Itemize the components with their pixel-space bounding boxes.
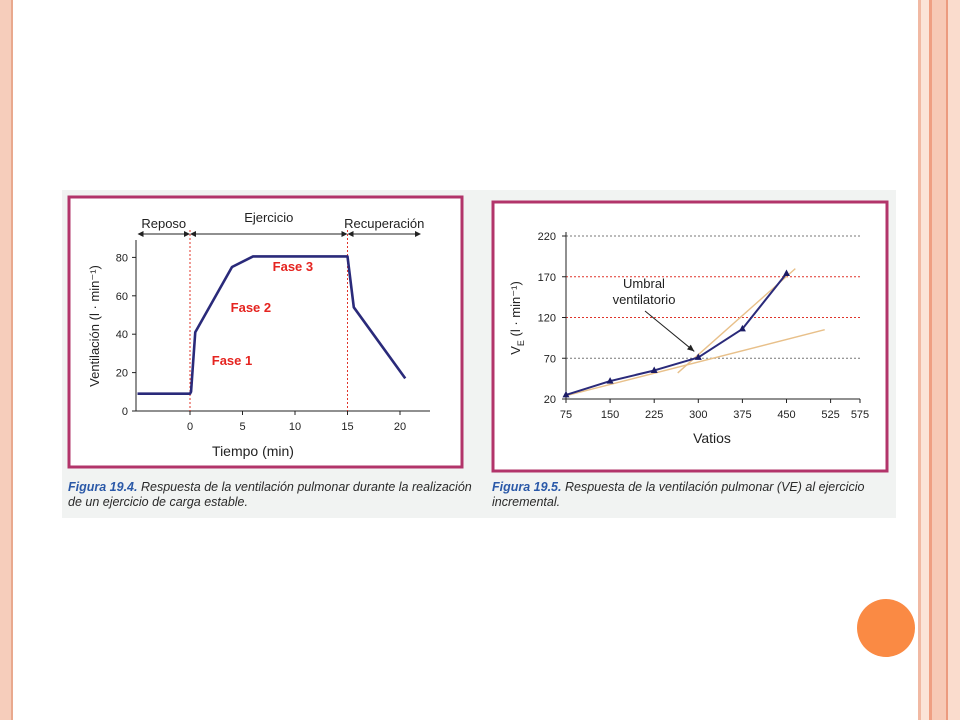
region-label: Recuperación [344,216,424,231]
x-tick-label: 450 [777,409,795,421]
slide-frame-right [932,0,946,720]
y-tick-labels: 20 70 120 170 220 [538,231,566,406]
slide-frame-left [0,0,11,720]
x-tick-labels: 75 150 225 300 375 450 525 575 [560,399,869,421]
y-tick-label: 60 [116,291,128,303]
x-axis-label: Vatios [693,430,731,446]
phase-annotations: Fase 1 Fase 2 Fase 3 [212,259,313,368]
ventilation-series-line [137,255,407,396]
phase-regions: Reposo Ejercicio Recuperación [137,210,424,411]
y-tick-label: 70 [544,353,556,365]
umbral-label-line1: Umbral [623,276,665,291]
slide-frame-right [921,0,929,720]
slide-frame-right [918,0,921,720]
x-tick-label: 20 [394,421,406,433]
slide-frame-right [929,0,932,720]
ventilation-series-line [565,272,788,396]
y-tick-label: 0 [122,406,128,418]
y-tick-label: 120 [538,313,556,325]
slide-frame-left-line [11,0,13,720]
y-tick-label: 170 [538,272,556,284]
region-arrow-head [415,231,421,237]
slide-frame-right [948,0,960,720]
y-axis-label: VE (l · min⁻¹) [508,281,526,355]
y-tick-labels: 0 20 40 60 80 [116,252,136,418]
umbral-arrow-head [686,344,695,352]
x-tick-label: 15 [341,421,353,433]
chart-ventilacion-carga-estable: 0 5 10 15 20 0 20 40 60 80 Reposo Ejercicio Recupe… [67,195,464,469]
umbral-arrow [644,310,695,352]
x-tick-label: 5 [239,421,245,433]
axes [565,232,860,400]
x-tick-label: 150 [601,409,619,421]
chart-ventilacion-incremental: 75 150 225 300 375 450 525 575 20 70 120 170 220 Um… [491,200,889,473]
x-tick-label: 525 [821,409,839,421]
region-arrow-head [341,231,348,237]
caption-figure-19-4: Figura 19.4. Respuesta de la ventilación… [68,480,472,510]
caption-figure-19-5: Figura 19.5. Respuesta de la ventilación… [492,480,894,510]
phase-label: Fase 2 [231,300,271,315]
x-tick-label: 575 [851,409,869,421]
tangent-line-low [565,329,825,397]
y-tick-label: 20 [116,368,128,380]
data-point [738,324,746,332]
x-tick-labels: 0 5 10 15 20 [187,411,406,433]
y-tick-label: 40 [116,329,128,341]
x-axis-label: Tiempo (min) [212,443,294,459]
x-tick-label: 10 [289,421,301,433]
phase-label: Fase 3 [273,259,313,274]
caption-text: Respuesta de la ventilación pulmonar dur… [68,480,472,509]
axes [135,240,430,412]
caption-text: Respuesta de la ventilación pulmonar (VE… [492,480,865,509]
region-arrow-head [137,231,144,237]
decorative-circle [857,599,915,657]
data-point [783,269,790,276]
data-point [694,353,702,360]
y-axis-label: Ventilación (l · min⁻¹) [87,265,102,387]
umbral-label-line2: ventilatorio [613,292,676,307]
y-tick-label: 80 [116,252,128,264]
y-tick-label: 20 [544,394,556,406]
y-tick-label: 220 [538,231,556,243]
x-tick-label: 225 [645,409,663,421]
region-arrow-head [347,231,354,237]
data-point [562,390,570,398]
region-label: Ejercicio [244,210,293,225]
figure-scan: 0 5 10 15 20 0 20 40 60 80 Reposo Ejercicio Recupe… [62,190,896,518]
data-point [606,377,614,384]
phase-label: Fase 1 [212,353,252,368]
region-arrow-head [184,231,190,237]
gridlines [566,235,860,359]
region-label: Reposo [141,216,186,231]
x-tick-label: 300 [689,409,707,421]
caption-label: Figura 19.5. [492,480,562,494]
x-tick-label: 0 [187,421,193,433]
slide-frame-right [946,0,948,720]
caption-label: Figura 19.4. [68,480,138,494]
chart-frame [491,200,889,473]
data-point [650,366,658,373]
chart-frame [67,195,464,469]
data-points [562,269,790,398]
region-arrow-head [190,231,196,237]
x-tick-label: 375 [733,409,751,421]
x-tick-label: 75 [560,409,572,421]
